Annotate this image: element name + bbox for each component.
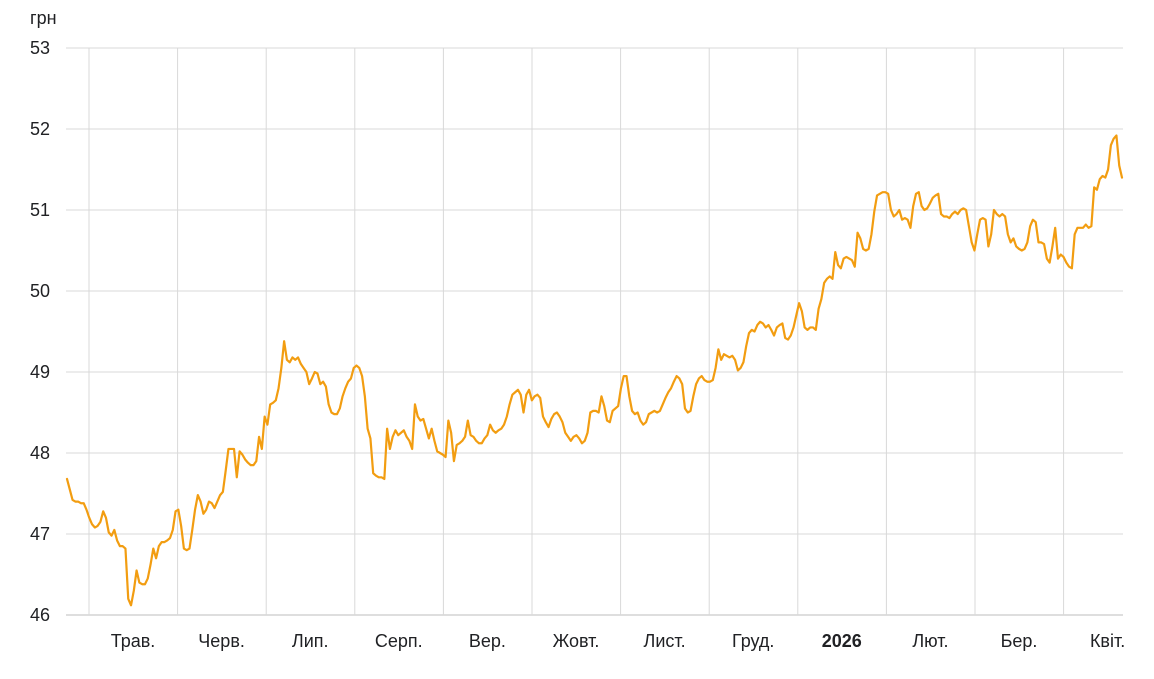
x-tick-label: Лист. [644, 631, 686, 651]
y-axis-unit-label: грн [30, 8, 57, 28]
vertical-gridlines [88, 48, 1065, 615]
x-tick-label: 2026 [822, 631, 862, 651]
y-tick-label: 51 [30, 200, 50, 220]
x-tick-label: Черв. [198, 631, 245, 651]
y-axis-ticks: 46 47 48 49 50 51 52 53 [30, 38, 50, 625]
x-tick-label: Жовт. [553, 631, 600, 651]
series-layer [65, 134, 1124, 607]
y-tick-label: 49 [30, 362, 50, 382]
horizontal-gridlines [66, 47, 1123, 616]
x-tick-label: Трав. [111, 631, 156, 651]
x-tick-label: Лют. [912, 631, 948, 651]
y-tick-label: 47 [30, 524, 50, 544]
x-tick-label: Квіт. [1090, 631, 1125, 651]
x-tick-label: Груд. [732, 631, 774, 651]
y-tick-label: 53 [30, 38, 50, 58]
x-tick-label: Бер. [1001, 631, 1038, 651]
x-tick-label: Лип. [292, 631, 329, 651]
y-tick-label: 52 [30, 119, 50, 139]
y-tick-label: 46 [30, 605, 50, 625]
x-axis-ticks: Трав. Черв. Лип. Серп. Вер. Жовт. Лист. Груд. 20… [111, 631, 1126, 651]
x-tick-label: Серп. [375, 631, 423, 651]
y-tick-label: 50 [30, 281, 50, 301]
y-tick-label: 48 [30, 443, 50, 463]
x-tick-label: Вер. [469, 631, 506, 651]
series-line [65, 134, 1124, 607]
